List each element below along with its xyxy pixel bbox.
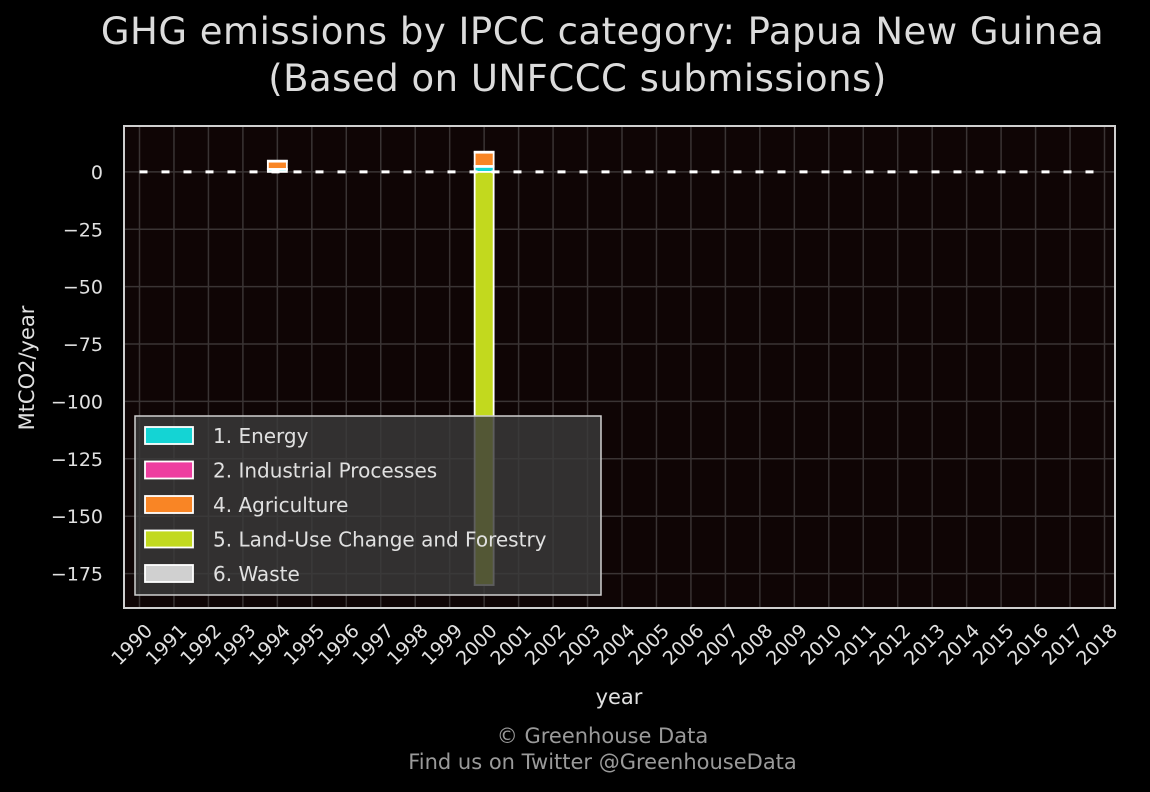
legend-label: 1. Energy xyxy=(213,424,309,448)
bar-segment xyxy=(266,159,288,163)
legend-swatch xyxy=(144,460,194,480)
y-tick-label: −75 xyxy=(63,334,103,356)
y-tick-label: −125 xyxy=(51,449,103,471)
y-tick-label: −100 xyxy=(51,391,103,413)
bar-segment xyxy=(473,150,495,154)
legend-swatch xyxy=(144,529,194,549)
plot-frame xyxy=(123,125,1116,609)
x-axis-ticks: 1990199119921993199419951996199719981999… xyxy=(107,620,1122,670)
y-tick-label: −50 xyxy=(63,277,103,299)
footer-twitter: Find us on Twitter @GreenhouseData xyxy=(408,750,797,774)
x-tick-label: 2018 xyxy=(1072,620,1122,670)
bar-segment xyxy=(473,151,495,167)
y-tick-label: 0 xyxy=(91,162,103,184)
legend-label: 6. Waste xyxy=(213,562,300,586)
legend-swatch xyxy=(144,564,194,583)
legend-label: 5. Land-Use Change and Forestry xyxy=(213,528,547,552)
legend: 1. Energy 2. Industrial Processes 4. Agric… xyxy=(134,415,602,596)
y-axis-label: MtCO2/year xyxy=(15,305,39,430)
legend-swatch xyxy=(144,495,194,514)
y-tick-label: −175 xyxy=(51,564,103,586)
footer-copyright: © Greenhouse Data xyxy=(496,724,709,748)
legend-label: 2. Industrial Processes xyxy=(213,459,437,483)
y-tick-label: −150 xyxy=(51,506,103,528)
chart-subtitle: (Based on UNFCCC submissions) xyxy=(268,57,887,100)
legend-label: 4. Agriculture xyxy=(213,493,348,517)
x-axis-label: year xyxy=(596,685,643,709)
y-tick-label: −25 xyxy=(63,219,103,241)
legend-box xyxy=(134,415,602,596)
chart-title: GHG emissions by IPCC category: Papua Ne… xyxy=(100,10,1105,53)
legend-swatch xyxy=(144,426,194,445)
y-axis-ticks: 0 −25 −50 −75 −100 −125 −150 −175 xyxy=(51,162,103,586)
